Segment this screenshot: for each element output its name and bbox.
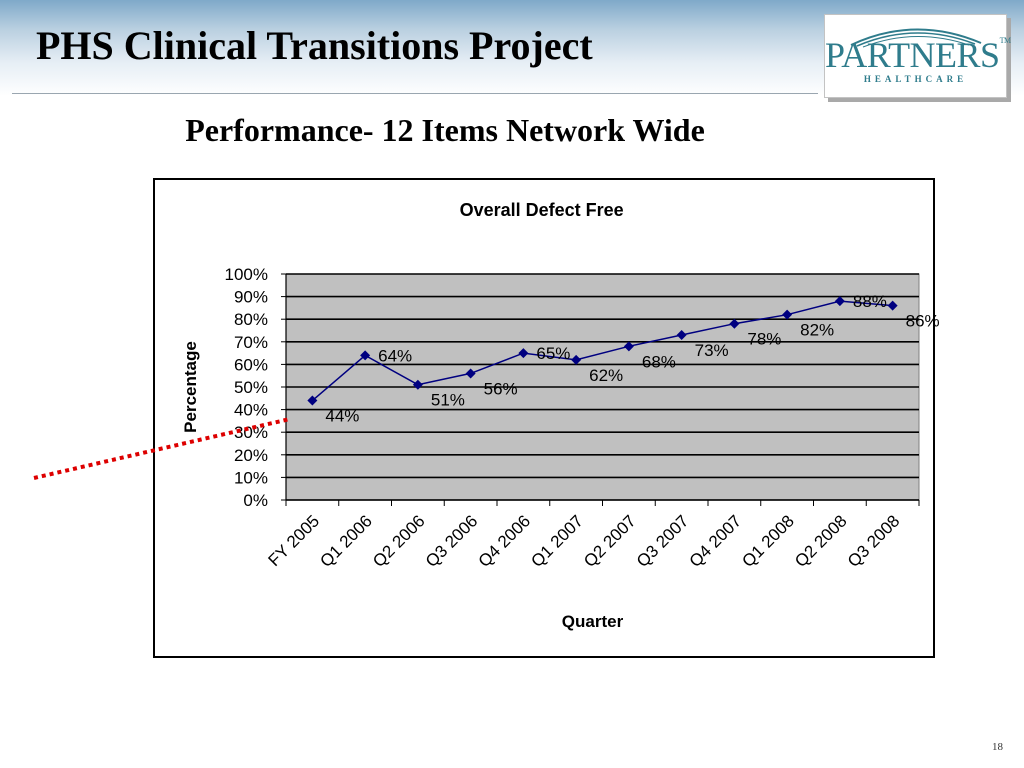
data-label: 68% xyxy=(642,352,676,371)
data-label: 86% xyxy=(906,312,940,331)
data-point xyxy=(412,379,423,390)
trend-annotation-line xyxy=(33,417,291,480)
data-label: 78% xyxy=(747,330,781,349)
logo-name: PARTNERS xyxy=(825,35,1000,75)
y-tick-label: 100% xyxy=(225,265,268,284)
y-tick-label: 50% xyxy=(234,378,268,397)
logo-arc-icon xyxy=(850,28,982,48)
slide-subtitle: Performance- 12 Items Network Wide xyxy=(185,112,705,148)
y-tick-label: 30% xyxy=(234,423,268,442)
data-label: 64% xyxy=(378,346,412,365)
data-label: 65% xyxy=(536,344,570,363)
logo-trademark: TM xyxy=(999,36,1012,45)
data-label: 73% xyxy=(695,341,729,360)
data-label: 51% xyxy=(431,391,465,410)
data-label: 82% xyxy=(800,321,834,340)
y-axis-title: Percentage xyxy=(181,341,200,433)
y-tick-label: 80% xyxy=(234,310,268,329)
y-tick-label: 90% xyxy=(234,288,268,307)
slide-title: PHS Clinical Transitions Project xyxy=(36,23,593,68)
data-label: 62% xyxy=(589,366,623,385)
data-point xyxy=(571,354,582,365)
page-number: 18 xyxy=(992,741,1003,753)
data-label: 44% xyxy=(325,407,359,426)
logo-subtext: HEALTHCARE xyxy=(863,74,968,84)
y-tick-label: 0% xyxy=(243,491,268,510)
series-line xyxy=(311,300,893,402)
x-axis-title: Quarter xyxy=(562,612,624,631)
data-point xyxy=(887,300,898,311)
logo-wordmark: PARTNERSTM xyxy=(825,35,1011,75)
data-point xyxy=(623,341,634,352)
data-point xyxy=(307,395,318,406)
data-label: 88% xyxy=(853,292,887,311)
y-tick-label: 60% xyxy=(234,355,268,374)
partners-healthcare-logo: PARTNERSTM HEALTHCARE xyxy=(824,14,1011,98)
data-label: 56% xyxy=(484,379,518,398)
data-point xyxy=(465,368,476,379)
y-tick-label: 20% xyxy=(234,446,268,465)
y-tick-label: 10% xyxy=(234,468,268,487)
y-tick-label: 70% xyxy=(234,333,268,352)
data-point xyxy=(782,309,793,320)
data-point xyxy=(360,350,371,361)
y-tick-label: 40% xyxy=(234,401,268,420)
data-point xyxy=(834,296,845,307)
chart-title: Overall Defect Free xyxy=(460,200,624,220)
data-point xyxy=(676,330,687,341)
data-point xyxy=(518,348,529,359)
data-point xyxy=(729,318,740,329)
title-divider xyxy=(12,93,818,94)
